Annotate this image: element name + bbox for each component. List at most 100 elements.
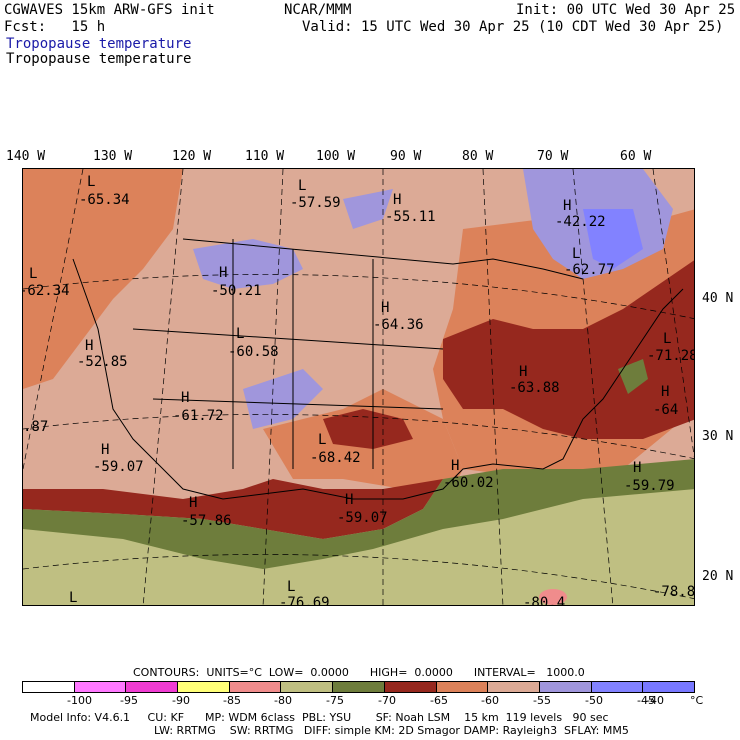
legend-swatch <box>436 682 489 692</box>
legend-tick: -50 <box>585 694 603 707</box>
extrema-value: -50.21 <box>211 283 262 299</box>
field-purple-nw <box>193 239 303 289</box>
extrema-value: -60.02 <box>443 475 494 491</box>
extrema-value: -76.69 <box>279 595 330 606</box>
extrema-mark: H <box>219 265 228 281</box>
extrema-value: -64.36 <box>373 317 424 333</box>
extrema-value: -63.88 <box>509 380 560 396</box>
legend-swatch <box>488 682 540 692</box>
extrema-mark: H <box>101 442 110 458</box>
graticule <box>23 169 694 605</box>
extrema-mark: L <box>318 432 327 448</box>
legend-tick: -60 <box>481 694 499 707</box>
extrema-mark: L <box>572 246 581 262</box>
field-blue-ne <box>583 209 643 269</box>
extrema-mark: H <box>189 495 198 511</box>
extrema-mark: L <box>287 579 296 595</box>
legend-tick: -95 <box>120 694 138 707</box>
field-dark-gulf <box>23 479 443 539</box>
legend-swatch <box>229 682 282 692</box>
extrema-mark: H <box>85 338 94 354</box>
legend-swatch <box>384 682 437 692</box>
extrema-value: -57.59 <box>290 195 341 211</box>
field-pink <box>539 589 567 605</box>
legend-swatch <box>643 682 694 692</box>
extrema-value: -80.4 <box>523 595 566 606</box>
extrema-value: -59.07 <box>93 459 144 475</box>
lon-label: 80 W <box>462 149 494 164</box>
extrema-value: -78.8 <box>653 584 695 600</box>
extrema-mark: L <box>663 331 672 347</box>
forecast-hour: Fcst: 15 h <box>4 19 106 35</box>
lat-label: 40 N <box>702 291 734 306</box>
model-info-line-1: Model Info: V4.6.1 CU: KF MP: WDM 6class… <box>30 711 609 724</box>
legend-swatch <box>333 682 385 692</box>
legend-unit: °C <box>690 694 704 707</box>
contour-info: CONTOURS: UNITS=°C LOW= 0.0000 HIGH= 0.0… <box>133 666 585 679</box>
field-dark-central <box>323 409 413 449</box>
field-title-2: Tropopause temperature <box>6 51 192 67</box>
extrema-value: -62.77 <box>564 262 615 278</box>
field-purple-north <box>343 189 393 229</box>
legend-tick: -90 <box>172 694 190 707</box>
extrema-value: -57.86 <box>181 513 232 529</box>
legend-swatch <box>23 682 75 692</box>
extrema-value: .87 <box>23 419 49 435</box>
init-time: Init: 00 UTC Wed 30 Apr 25 <box>516 2 736 18</box>
lon-label: 140 W <box>6 149 46 164</box>
field-dark-east <box>443 260 694 439</box>
legend-tick: -85 <box>223 694 241 707</box>
extrema-value: -68.42 <box>310 450 361 466</box>
legend-swatch <box>281 682 334 692</box>
extrema-mark: L <box>29 266 38 282</box>
legend-swatch <box>539 682 592 692</box>
extrema-mark: L <box>69 590 78 606</box>
legend-tick: -55 <box>533 694 551 707</box>
legend-tick: -65 <box>430 694 448 707</box>
legend-tick: -80 <box>274 694 292 707</box>
legend-swatch <box>178 682 230 692</box>
legend-tick: -100 <box>67 694 92 707</box>
extrema-mark: H <box>633 460 642 476</box>
extrema-mark: L <box>298 178 307 194</box>
extrema-mark: H <box>181 390 190 406</box>
lon-label: 90 W <box>390 149 422 164</box>
lon-label: 120 W <box>172 149 212 164</box>
extrema-mark: H <box>393 192 402 208</box>
field-title-1: Tropopause temperature <box>6 36 192 52</box>
legend-tick: -40 <box>646 694 664 707</box>
valid-time: Valid: 15 UTC Wed 30 Apr 25 (10 CDT Wed … <box>302 19 724 35</box>
lon-label: 70 W <box>537 149 569 164</box>
model-info-line-2: LW: RRTMG SW: RRTMG DIFF: simple KM: 2D … <box>154 724 629 737</box>
extrema-mark: L <box>87 174 96 190</box>
field-tan <box>23 489 694 605</box>
lon-label: 110 W <box>245 149 285 164</box>
lat-label: 30 N <box>702 429 734 444</box>
legend-tick: -70 <box>378 694 396 707</box>
lat-label: 20 N <box>702 569 734 584</box>
extrema-value: -71.28 <box>647 348 695 364</box>
lon-label: 60 W <box>620 149 652 164</box>
color-legend <box>22 681 695 693</box>
center-label: NCAR/MMM <box>284 2 352 18</box>
extrema-value: -42.22 <box>555 214 606 230</box>
extrema-value: -61.72 <box>173 408 224 424</box>
field-purple-central <box>243 369 323 429</box>
extrema-value: -65.34 <box>79 192 130 208</box>
boundaries <box>72 238 684 500</box>
field-green-spot <box>618 359 648 394</box>
legend-tick: -75 <box>326 694 344 707</box>
extrema-value: -62.34 <box>22 283 70 299</box>
extrema-value: -55.11 <box>385 209 436 225</box>
field-band-west <box>23 169 183 389</box>
extrema-value: -60.58 <box>228 344 279 360</box>
extrema-value: -52.85 <box>77 354 128 370</box>
extrema-mark: H <box>381 300 390 316</box>
model-title: CGWAVES 15km ARW-GFS init <box>4 2 215 18</box>
extrema-mark: H <box>563 198 572 214</box>
lon-label: 100 W <box>316 149 356 164</box>
legend-swatch <box>74 682 127 692</box>
lon-label: 130 W <box>93 149 133 164</box>
extrema-mark: H <box>661 384 670 400</box>
extrema-mark: H <box>345 492 354 508</box>
